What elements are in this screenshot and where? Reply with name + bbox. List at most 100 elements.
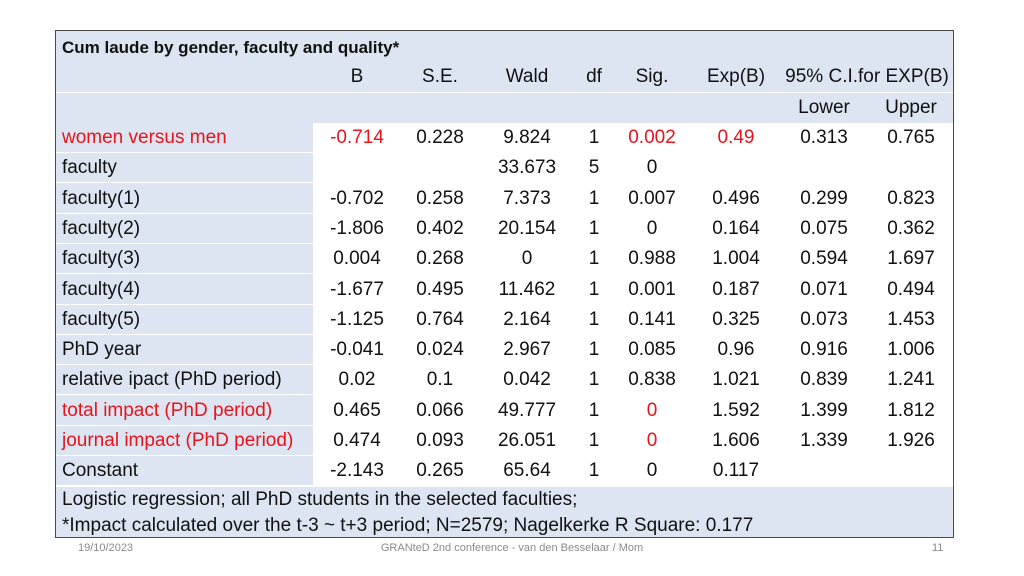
col-header-ci: 95% C.I.for EXP(B) [785,66,949,87]
cell-wald: 20.154 [497,217,557,239]
row-label: PhD year [62,339,142,361]
table-row: relative ipact (PhD period) 0.02 0.1 0.042 1… [56,365,953,396]
cell-b: 0.004 [333,248,381,270]
cell-sig: 0.001 [628,278,676,300]
cell-df: 1 [588,430,600,451]
cell-lower: 0.071 [800,278,848,300]
col-header-wald: Wald [505,66,549,87]
cell-se: 0.228 [416,127,464,148]
cell-sig: 0.141 [628,308,676,330]
cell-wald: 33.673 [497,157,557,179]
footnote-1: Logistic regression; all PhD students in… [62,489,578,510]
cell-b: 0.02 [338,369,376,391]
cell-lower: 1.399 [800,399,848,421]
cell-lower: 0.073 [800,308,848,330]
row-divider [56,364,313,366]
cell-lower: 0.916 [800,339,848,361]
cell-upper: 1.006 [887,339,935,361]
cell-upper: 1.241 [887,369,935,391]
row-divider [56,394,313,396]
row-divider [56,303,313,305]
row-label: faculty(3) [62,248,141,270]
cell-upper: 0.765 [887,127,935,148]
cell-df: 5 [588,157,600,179]
cell-se: 0.268 [416,248,464,270]
table-row: journal impact (PhD period) 0.474 0.093 26.… [56,426,953,456]
row-label: women versus men [62,127,227,148]
row-divider [56,152,313,153]
cell-wald: 26.051 [497,430,557,451]
cell-sig: 0 [646,399,658,421]
footnote-2: *Impact calculated over the t-3 ~ t+3 pe… [62,515,754,536]
cell-df: 1 [588,460,600,482]
col-header-expb: Exp(B) [706,66,766,87]
cell-se: 0.764 [416,308,464,330]
cell-lower: 0.313 [800,127,848,148]
cell-upper: 0.823 [887,187,935,209]
cell-expb: 0.325 [712,308,760,330]
cell-lower: 0.075 [800,217,848,239]
cell-sig: 0.988 [628,248,676,270]
cell-sig: 0 [646,217,658,239]
header-row: B S.E. Wald df Sig. Exp(B) 95% C.I.for E… [56,62,953,93]
cell-wald: 7.373 [503,187,551,209]
cell-wald: 2.967 [503,339,551,361]
cell-df: 1 [588,187,600,209]
cell-df: 1 [588,127,600,148]
cell-lower: 0.594 [800,248,848,270]
row-label: relative ipact (PhD period) [62,369,282,391]
row-label: faculty(5) [62,308,141,330]
cell-upper: 1.697 [887,248,935,270]
cell-df: 1 [588,308,600,330]
table-row: faculty(1) -0.702 0.258 7.373 1 0.007 0.496 0.2… [56,184,953,214]
row-divider [56,424,313,426]
row-divider [56,182,313,184]
cell-df: 1 [588,248,600,270]
cell-b: -1.125 [330,308,384,330]
table-row: Constant -2.143 0.265 65.64 1 0 0.117 [56,456,953,487]
slide-number: 11 [932,542,944,554]
cell-df: 1 [588,369,600,391]
cell-upper: 0.494 [887,278,935,300]
row-divider [56,212,313,214]
cell-se: 0.024 [416,339,464,361]
footnote-band: Logistic regression; all PhD students in… [56,486,953,537]
cell-upper: 1.812 [887,399,935,421]
cell-wald: 0 [521,248,533,270]
cell-sig: 0.002 [628,127,676,148]
slide-footer-center: GRANteD 2nd conference - van den Bessela… [380,542,644,554]
cell-expb: 0.96 [717,339,755,361]
cell-b: 0.474 [333,430,381,451]
row-label: faculty(4) [62,278,141,300]
cell-upper: 1.926 [887,430,935,451]
slide-date: 19/10/2023 [78,542,134,554]
cell-b: -1.677 [330,278,384,300]
cell-wald: 49.777 [497,399,557,421]
cell-expb: 0.187 [712,278,760,300]
table-title-band: Cum laude by gender, faculty and quality… [56,31,953,63]
table-row: faculty(5) -1.125 0.764 2.164 1 0.141 0.325 0.0… [56,305,953,335]
row-label: faculty(1) [62,187,141,209]
row-label: faculty [62,157,117,179]
cell-lower: 0.839 [800,369,848,391]
cell-expb: 1.004 [712,248,760,270]
cell-wald: 9.824 [503,127,551,148]
cell-b: -0.714 [330,127,384,148]
cell-lower: 1.339 [800,430,848,451]
cell-se: 0.066 [416,399,464,421]
cell-b: -0.041 [330,339,384,361]
cell-wald: 2.164 [503,308,551,330]
cell-sig: 0 [646,157,658,179]
cell-se: 0.402 [416,217,464,239]
cell-upper: 1.453 [887,308,935,330]
row-divider [56,273,313,275]
cell-se: 0.1 [426,369,454,391]
cell-sig: 0.838 [628,369,676,391]
cell-sig: 0 [646,460,658,482]
row-label: total impact (PhD period) [62,399,273,421]
cell-lower: 0.299 [800,187,848,209]
table-row: faculty 33.673 5 0 [56,153,953,184]
regression-table: Cum laude by gender, faculty and quality… [55,30,954,538]
row-label: journal impact (PhD period) [62,430,294,451]
col-header-sig: Sig. [635,66,669,87]
